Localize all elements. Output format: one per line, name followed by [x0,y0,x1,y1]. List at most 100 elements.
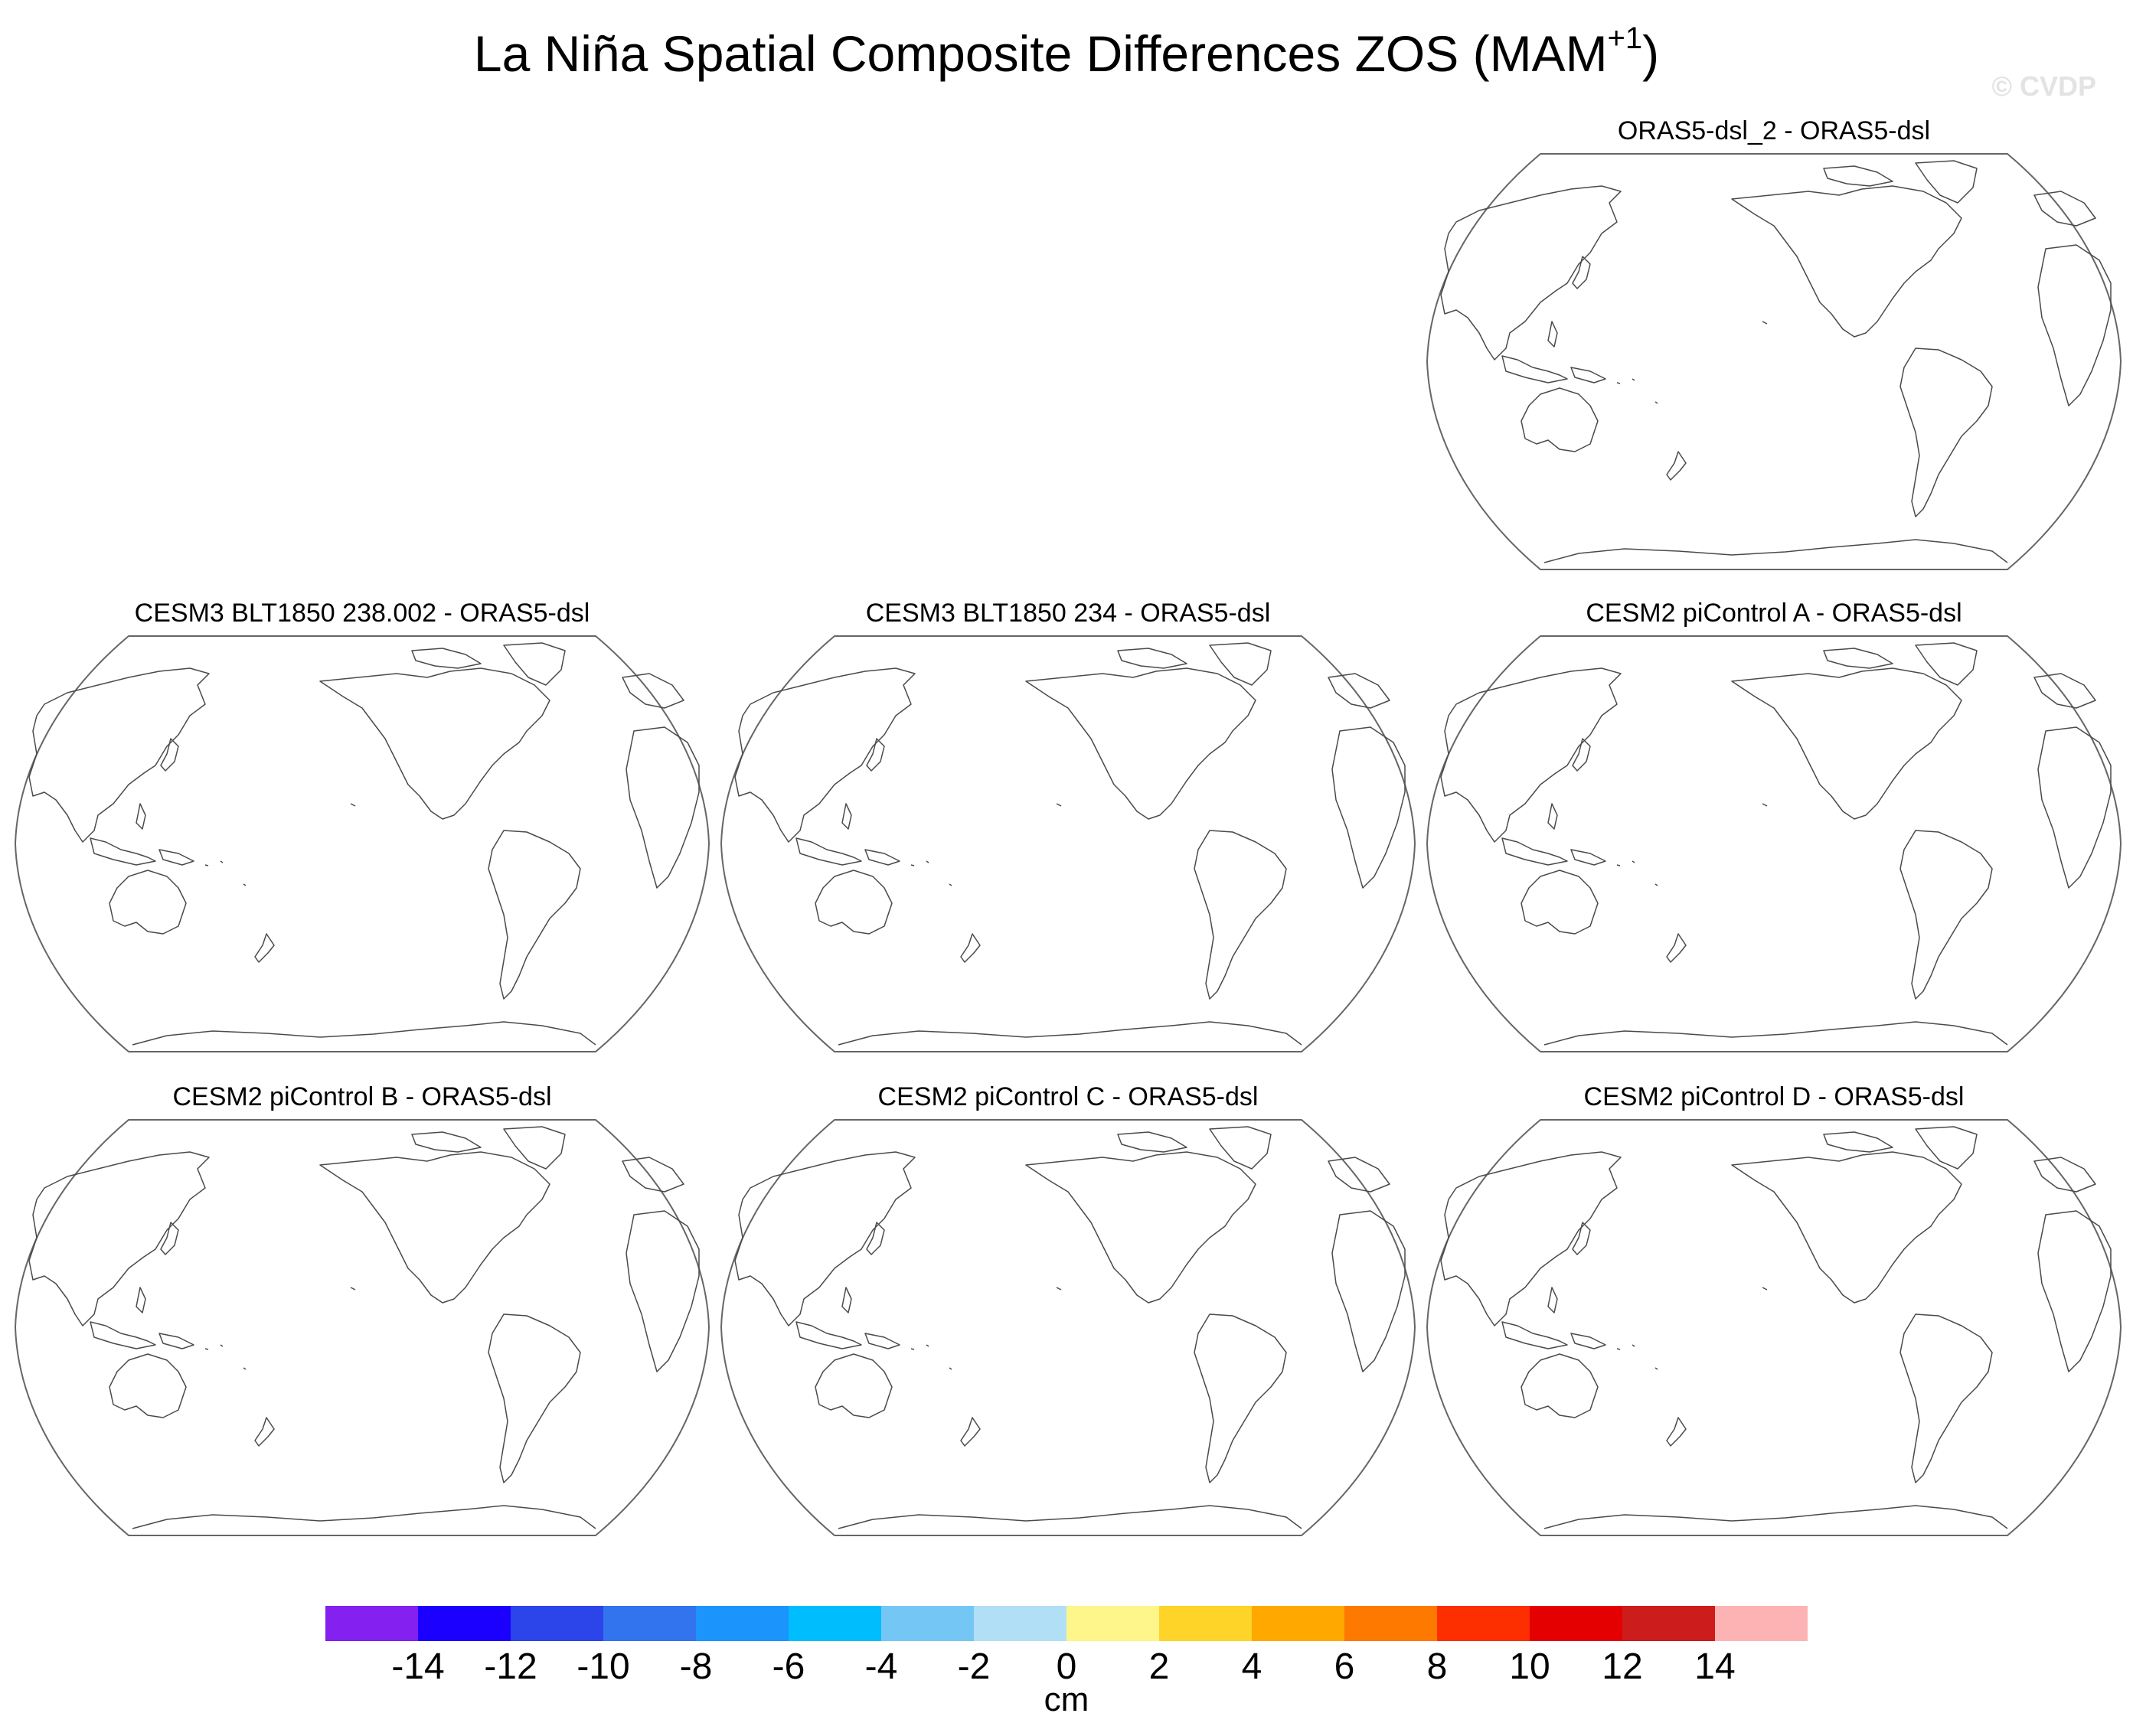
coastline-small-islands [204,860,247,886]
coastline-new-zealand [1666,451,1687,481]
coastline-hawaii [1762,1287,1768,1291]
colorbar-box [1252,1606,1344,1641]
coastline-arctic-islands [1823,1131,1893,1153]
coastline-small-islands [1616,378,1658,404]
coastline-philippines [1547,321,1558,348]
coastline-africa [1331,726,1406,889]
colorbar-tick-label: 12 [1602,1646,1643,1687]
colorbar-tick-label: 14 [1694,1646,1736,1687]
coastline-hawaii [1056,803,1062,807]
coastline-small-islands [910,860,952,886]
coastline-europe [622,1157,684,1193]
colorbar-box [974,1606,1066,1641]
coastline-australia [1521,870,1599,935]
colorbar-box [696,1606,789,1641]
colorbar-box [1437,1606,1530,1641]
coastline-asia [734,1151,916,1326]
coastline-asia [1440,667,1622,843]
colorbar-tick-label: -12 [484,1646,537,1687]
colorbar-tick-label: 0 [1056,1646,1077,1687]
colorbar-tick-label: -4 [864,1646,898,1687]
coastline-south-america [488,830,581,1000]
coastline-philippines [841,803,852,830]
coastline-arctic-islands [411,648,482,669]
colorbar-tick-label: -8 [679,1646,713,1687]
colorbar-box [1530,1606,1622,1641]
colorbar-tick-label: 8 [1426,1646,1448,1687]
panel-title: CESM2 piControl D - ORAS5-dsl [1583,1082,1965,1111]
coastline-indonesia [795,1321,862,1349]
coastline-new-zealand [1666,933,1687,963]
figure-title-text: La Niña Spatial Composite Differences ZO… [473,25,1608,82]
figure-title: La Niña Spatial Composite Differences ZO… [0,21,2133,86]
coastline-antarctica [1543,1505,2008,1529]
coastline-africa [1331,1210,1406,1372]
colorbar-tick-label: -14 [391,1646,445,1687]
colorbar-box [789,1606,881,1641]
panel-title: CESM2 piControl B - ORAS5-dsl [172,1082,552,1111]
coastline-south-america [1899,830,1993,1000]
coastline-africa [2037,726,2112,889]
map-frame [720,1119,1416,1536]
map-panel-cesm2-picontrol-d: CESM2 piControl D - ORAS5-dsl [1426,1081,2122,1540]
colorbar-box [325,1606,418,1641]
coastline-greenland [1209,1126,1272,1170]
coastline-africa [2037,1210,2112,1372]
coastline-hawaii [1762,321,1768,325]
coastline-australia [109,870,187,935]
colorbar-tick-labels: -14 -12 -10 -8 -6 -4 -2 0 2 4 6 8 10 12 14 [325,1646,1808,1692]
coastline-australia [1521,387,1599,452]
map-frame [1426,1119,2122,1536]
coastline-antarctica [1543,1021,2008,1046]
map-panel-cesm2-picontrol-b: CESM2 piControl B - ORAS5-dsl [14,1081,710,1540]
coastline-hawaii [1762,803,1768,807]
coastline-antarctica [132,1021,596,1046]
coastline-arctic-islands [1117,1131,1187,1153]
coastline-new-zealand [960,1417,981,1447]
panel-title: ORAS5-dsl_2 - ORAS5-dsl [1617,116,1931,145]
coastline-greenland [503,642,566,686]
coastline-north-america [1025,667,1256,820]
coastline-north-america [1731,667,1962,820]
coastline-philippines [841,1287,852,1313]
colorbar-tick-label: 2 [1148,1646,1170,1687]
coastline-antarctica [838,1021,1302,1046]
coastline-new-zealand [960,933,981,963]
coastline-japan [160,1222,179,1255]
coastline-new-guinea [864,1333,900,1349]
panel-title: CESM2 piControl C - ORAS5-dsl [877,1082,1259,1111]
coastline-africa [2037,244,2112,406]
coastline-indonesia [1501,1321,1568,1349]
panel-title: CESM2 piControl A - ORAS5-dsl [1586,599,1962,628]
coastline-south-america [1899,348,1993,517]
map-frame [15,635,710,1052]
panel-title: CESM3 BLT1850 238.002 - ORAS5-dsl [134,599,590,628]
coastline-europe [2033,673,2096,709]
map-panel-cesm2-picontrol-a: CESM2 piControl A - ORAS5-dsl [1426,597,2122,1056]
watermark: © CVDP [1991,70,2096,102]
coastline-europe [2033,1157,2096,1193]
coastline-indonesia [1501,837,1568,866]
coastline-japan [866,1222,885,1255]
coastline-europe [1328,1157,1390,1193]
coastline-europe [1328,673,1390,709]
coastline-japan [866,738,885,772]
colorbar-tick-label: 4 [1241,1646,1262,1687]
coastline-north-america [319,667,550,820]
coastline-japan [1572,1222,1591,1255]
coastline-asia [28,667,210,843]
coastline-japan [1572,738,1591,772]
coastline-new-guinea [1570,849,1606,866]
coastline-indonesia [1501,355,1568,383]
coastline-north-america [1025,1151,1256,1304]
coastline-philippines [1547,1287,1558,1313]
coastline-greenland [1915,642,1978,686]
coastline-north-america [1731,185,1962,338]
coastline-antarctica [1543,539,2008,563]
coastline-south-america [1899,1313,1993,1483]
coastline-small-islands [1616,860,1658,886]
coastline-philippines [1547,803,1558,830]
coastline-europe [622,673,684,709]
coastline-greenland [1915,160,1978,204]
coastline-greenland [503,1126,566,1170]
